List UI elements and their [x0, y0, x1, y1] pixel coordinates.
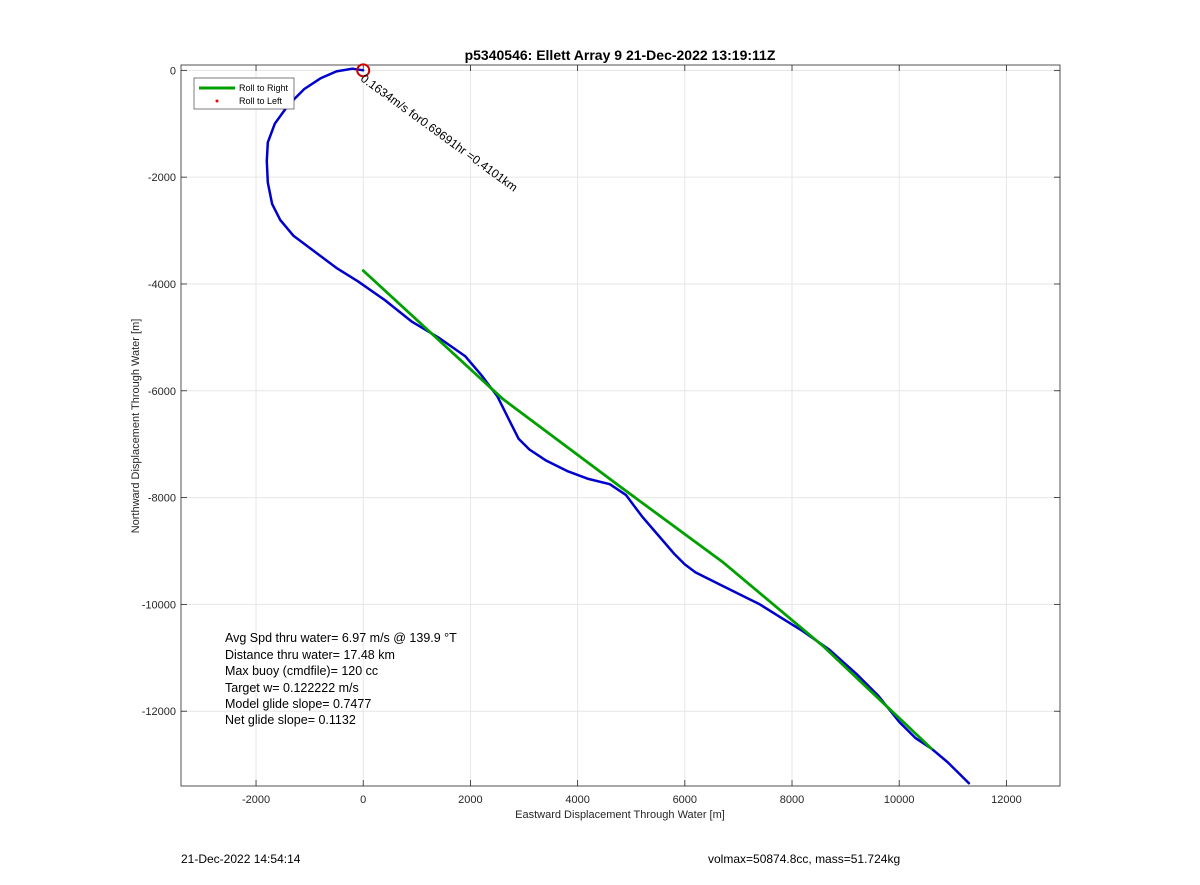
- legend-label-roll-right: Roll to Right: [239, 83, 289, 93]
- footer-volmax-mass: volmax=50874.8cc, mass=51.724kg: [708, 852, 901, 866]
- plot-frame: [180, 64, 1061, 787]
- grid: [181, 65, 1060, 786]
- stats-box: Avg Spd thru water= 6.97 m/s @ 139.9 °T …: [225, 631, 457, 727]
- x-tick-label: 4000: [565, 794, 589, 806]
- x-tick-label: 6000: [673, 794, 697, 806]
- x-tick-label: 2000: [458, 794, 482, 806]
- stat-max-buoy: Max buoy (cmdfile)= 120 cc: [225, 664, 378, 678]
- legend-label-roll-left: Roll to Left: [239, 96, 283, 106]
- x-tick-label: 0: [360, 794, 366, 806]
- chart-title: p5340546: Ellett Array 9 21-Dec-2022 13:…: [465, 47, 776, 63]
- x-tick-label: -2000: [242, 794, 270, 806]
- y-tick-label: -6000: [148, 386, 176, 398]
- y-tick-label: -2000: [148, 172, 176, 184]
- y-tick-label: -4000: [148, 279, 176, 291]
- data-layer: [265, 67, 971, 785]
- stat-target-w: Target w= 0.122222 m/s: [225, 681, 359, 695]
- plot-area: [181, 65, 1060, 786]
- y-tick-label: -8000: [148, 493, 176, 505]
- x-axis-label: Eastward Displacement Through Water [m]: [515, 809, 725, 821]
- legend-box: [193, 77, 295, 110]
- series-line-track: [265, 67, 971, 785]
- stat-net-glide-slope: Net glide slope= 0.1132: [225, 713, 356, 727]
- stat-distance: Distance thru water= 17.48 km: [225, 648, 395, 662]
- y-tick-label: -10000: [142, 599, 176, 611]
- series-line-roll-right: [361, 269, 933, 750]
- x-tick-label: 12000: [991, 794, 1022, 806]
- legend: Roll to Right Roll to Left: [193, 77, 295, 110]
- y-axis-label: Northward Displacement Through Water [m]: [130, 319, 142, 534]
- legend-dot-roll-left: [215, 99, 219, 103]
- x-tick-label: 10000: [884, 794, 915, 806]
- y-tick-label: -12000: [142, 706, 176, 718]
- y-tick-label: 0: [170, 65, 176, 77]
- stat-model-glide-slope: Model glide slope= 0.7477: [225, 697, 371, 711]
- start-marker-circle: [356, 63, 371, 78]
- footer-timestamp: 21-Dec-2022 14:54:14: [181, 852, 301, 866]
- axis-ticks: -2000 0 2000 4000 6000 8000 10000 12000 0 -2000 -4…: [142, 65, 1060, 806]
- stat-avg-speed: Avg Spd thru water= 6.97 m/s @ 139.9 °T: [225, 631, 457, 645]
- x-tick-label: 8000: [780, 794, 804, 806]
